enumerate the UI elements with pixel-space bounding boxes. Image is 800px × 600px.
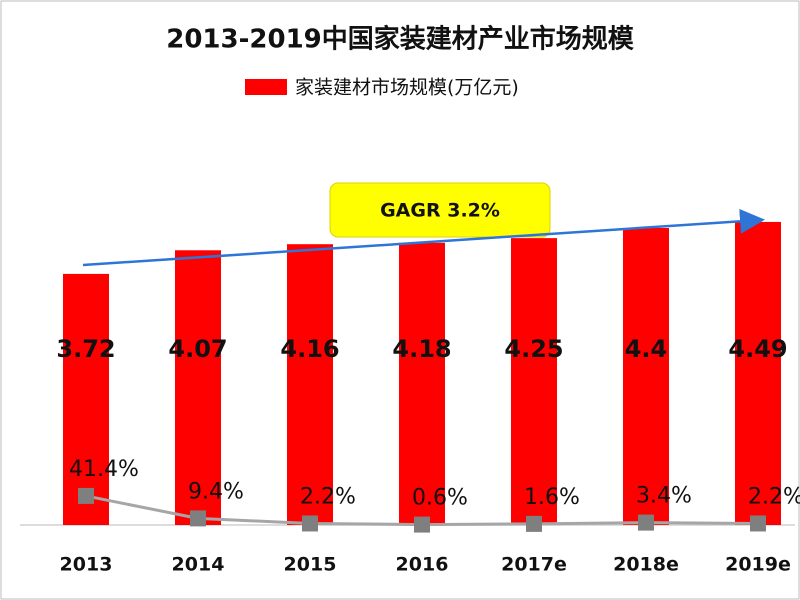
- bar-value-label: 4.25: [504, 335, 563, 363]
- growth-marker: [526, 515, 542, 532]
- bar-value-label: 4.16: [280, 335, 339, 363]
- bar: [511, 238, 557, 525]
- annotation: GAGR 3.2%: [380, 200, 500, 222]
- legend-swatch: [245, 79, 287, 95]
- growth-marker: [638, 514, 654, 531]
- bar: [623, 228, 669, 525]
- x-tick-label: 2017e: [501, 554, 567, 576]
- annotation-box: [329, 182, 551, 238]
- x-tick-label: 2014: [172, 554, 225, 576]
- x-tick-label: 2015: [284, 554, 337, 576]
- x-tick-label: 2016: [396, 554, 449, 576]
- x-tick-label: 2018e: [613, 554, 679, 576]
- growth-marker: [190, 510, 206, 527]
- bar-value-label: 4.4: [625, 335, 668, 363]
- growth-label: 2.2%: [748, 484, 800, 509]
- bar-value-label: 4.49: [728, 335, 787, 363]
- bar-value-label: 3.72: [56, 335, 115, 363]
- growth-marker: [750, 515, 766, 532]
- x-tick-label: 2019e: [725, 554, 791, 576]
- growth-label: 3.4%: [636, 484, 692, 509]
- bar: [63, 273, 109, 525]
- bar: [287, 244, 333, 525]
- x-tick-label: 2013: [60, 554, 113, 576]
- growth-label: 0.6%: [412, 486, 468, 511]
- growth-marker: [78, 487, 94, 504]
- growth-label: 9.4%: [188, 479, 244, 504]
- bar: [399, 242, 445, 525]
- bar-value-label: 4.18: [392, 335, 451, 363]
- bar-value-label: 4.07: [168, 335, 227, 363]
- growth-marker: [302, 515, 318, 532]
- growth-label: 41.4%: [69, 457, 139, 482]
- bar: [735, 221, 781, 526]
- bar: [175, 250, 221, 525]
- growth-label: 2.2%: [300, 484, 356, 509]
- legend-label: 家装建材市场规模(万亿元): [295, 77, 519, 99]
- growth-marker: [414, 516, 430, 533]
- growth-label: 1.6%: [524, 485, 580, 510]
- trend-arrow: [82, 208, 765, 267]
- chart-title: 2013-2019中国家装建材产业市场规模: [166, 24, 635, 55]
